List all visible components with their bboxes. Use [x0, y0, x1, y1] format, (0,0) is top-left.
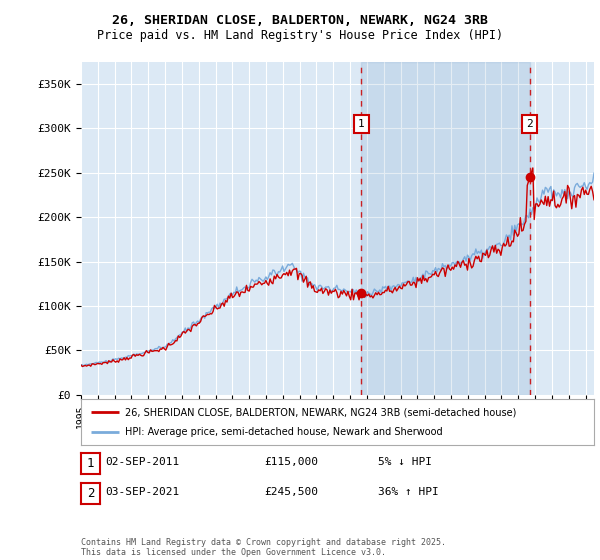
Text: 5% ↓ HPI: 5% ↓ HPI	[378, 457, 432, 467]
Text: 03-SEP-2021: 03-SEP-2021	[105, 487, 179, 497]
Text: 02-SEP-2011: 02-SEP-2011	[105, 457, 179, 467]
Text: £115,000: £115,000	[264, 457, 318, 467]
Text: 26, SHERIDAN CLOSE, BALDERTON, NEWARK, NG24 3RB: 26, SHERIDAN CLOSE, BALDERTON, NEWARK, N…	[112, 14, 488, 27]
Text: £245,500: £245,500	[264, 487, 318, 497]
Text: Contains HM Land Registry data © Crown copyright and database right 2025.
This d: Contains HM Land Registry data © Crown c…	[81, 538, 446, 557]
Text: 2: 2	[87, 487, 94, 500]
Text: Price paid vs. HM Land Registry's House Price Index (HPI): Price paid vs. HM Land Registry's House …	[97, 29, 503, 42]
Text: 2: 2	[526, 119, 533, 129]
Text: HPI: Average price, semi-detached house, Newark and Sherwood: HPI: Average price, semi-detached house,…	[125, 427, 442, 437]
Bar	[361, 62, 530, 395]
Text: 1: 1	[358, 119, 365, 129]
Text: 1: 1	[87, 457, 94, 470]
Text: 36% ↑ HPI: 36% ↑ HPI	[378, 487, 439, 497]
Text: 26, SHERIDAN CLOSE, BALDERTON, NEWARK, NG24 3RB (semi-detached house): 26, SHERIDAN CLOSE, BALDERTON, NEWARK, N…	[125, 407, 516, 417]
